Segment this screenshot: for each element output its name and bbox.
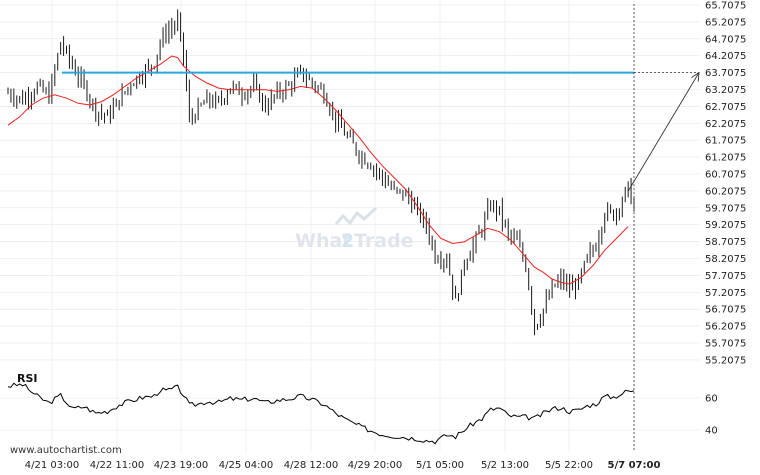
price-tick-label: 63.2075 <box>705 85 746 96</box>
price-tick-label: 59.7075 <box>705 203 746 214</box>
time-tick-label: 4/29 20:00 <box>348 460 402 471</box>
price-tick-label: 65.2075 <box>705 17 746 28</box>
watermark-logo-icon <box>334 206 378 226</box>
price-tick-label: 56.2075 <box>705 322 746 333</box>
projection-arrow-line <box>627 72 700 192</box>
time-tick-label: 4/22 11:00 <box>90 460 144 471</box>
price-tick-label: 55.7075 <box>705 339 746 350</box>
candlestick-series <box>7 9 635 336</box>
price-tick-label: 58.7075 <box>705 237 746 248</box>
time-axis-labels: 4/21 03:00 4/22 11:00 4/23 19:00 4/25 04:00… <box>25 460 661 471</box>
time-tick-label: 5/1 05:00 <box>416 460 464 471</box>
price-tick-label: 62.2075 <box>705 119 746 130</box>
watermark-text-trade: Trade <box>354 230 414 252</box>
projection-arrowhead-icon <box>691 71 700 82</box>
rsi-tick-label: 60 <box>705 394 718 405</box>
watermark-text-2: 2 <box>341 230 354 252</box>
price-tick-label: 65.7075 <box>705 1 746 12</box>
price-grid <box>0 0 700 452</box>
price-tick-label: 59.2075 <box>705 220 746 231</box>
price-tick-label: 60.7075 <box>705 170 746 181</box>
watermark: What 2 Trade <box>295 206 414 252</box>
time-tick-label: 5/2 13:00 <box>481 460 529 471</box>
price-tick-label: 57.7075 <box>705 271 746 282</box>
price-tick-label: 57.2075 <box>705 288 746 299</box>
price-tick-label: 64.7075 <box>705 34 746 45</box>
time-tick-label: 4/23 19:00 <box>154 460 208 471</box>
rsi-tick-label: 40 <box>705 426 718 437</box>
rsi-title: RSI <box>17 372 38 385</box>
rsi-grid <box>0 397 700 431</box>
price-tick-label: 55.2075 <box>705 355 746 366</box>
rsi-line <box>7 382 635 445</box>
price-tick-label: 56.7075 <box>705 305 746 316</box>
price-tick-label: 58.2075 <box>705 254 746 265</box>
watermark-text-what: What <box>295 230 351 252</box>
time-tick-label: 5/7 07:00 <box>608 460 661 471</box>
price-tick-label: 63.7075 <box>705 68 746 79</box>
moving-average-line <box>7 55 629 285</box>
price-tick-label: 61.7075 <box>705 136 746 147</box>
time-tick-label: 5/5 22:00 <box>545 460 593 471</box>
price-tick-label: 62.7075 <box>705 102 746 113</box>
price-tick-label: 60.2075 <box>705 186 746 197</box>
rsi-axis-labels: 60 40 <box>705 394 718 437</box>
time-tick-label: 4/21 03:00 <box>25 460 79 471</box>
price-tick-label: 64.2075 <box>705 51 746 62</box>
footer-site: www.autochartist.com <box>10 445 122 456</box>
time-tick-label: 4/28 12:00 <box>284 460 338 471</box>
price-axis-labels: 65.7075 65.2075 64.7075 64.2075 63.7075 63.20… <box>705 1 746 367</box>
price-tick-label: 61.2075 <box>705 153 746 164</box>
time-tick-label: 4/25 04:00 <box>219 460 273 471</box>
